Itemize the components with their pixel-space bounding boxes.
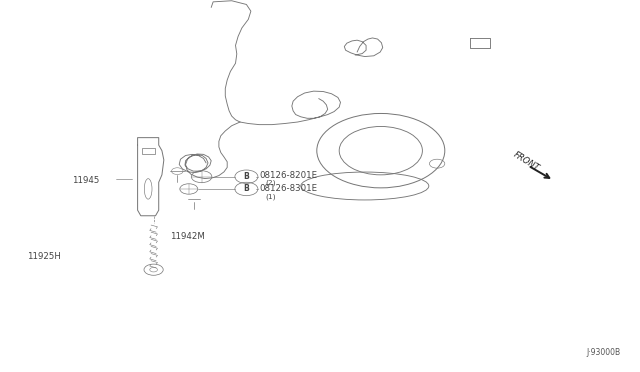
Text: 11945: 11945 [72, 176, 99, 185]
Text: 11942M: 11942M [170, 232, 204, 241]
Text: 08126-8201E: 08126-8201E [259, 171, 317, 180]
Text: (1): (1) [266, 193, 276, 200]
Text: 11925H: 11925H [27, 252, 61, 261]
Text: B: B [244, 172, 249, 181]
Bar [142, 148, 154, 154]
Text: J·93000B: J·93000B [587, 348, 621, 357]
Text: FRONT: FRONT [512, 150, 541, 173]
Text: (2): (2) [266, 180, 276, 186]
Text: 08126-8301E: 08126-8301E [259, 185, 317, 193]
Text: B: B [244, 185, 249, 193]
